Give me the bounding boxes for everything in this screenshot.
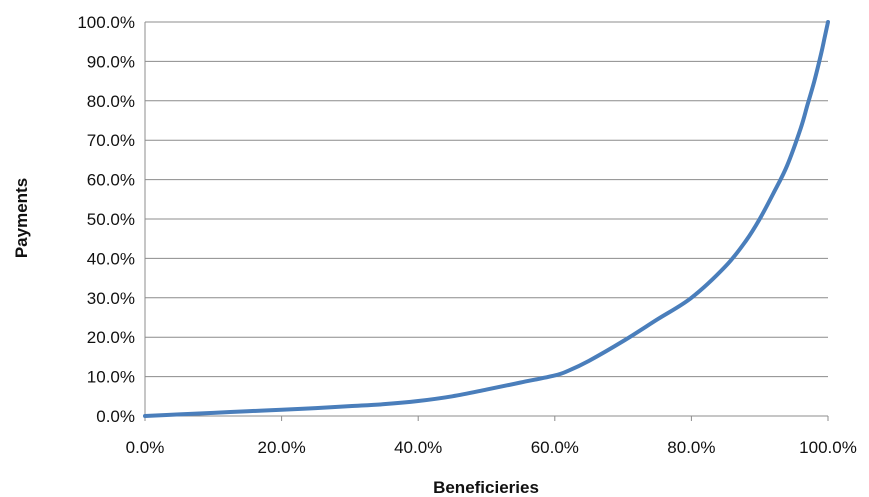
y-tick-label: 50.0% (87, 210, 135, 229)
x-tick-label: 0.0% (126, 438, 165, 457)
y-tick-label: 70.0% (87, 131, 135, 150)
y-axis-title: Payments (12, 178, 31, 258)
x-tick-label: 40.0% (394, 438, 442, 457)
y-tick-label: 20.0% (87, 328, 135, 347)
y-tick-label: 40.0% (87, 249, 135, 268)
x-tick-label: 100.0% (799, 438, 857, 457)
x-axis-title: Beneficieries (433, 478, 539, 497)
y-tick-label: 60.0% (87, 171, 135, 190)
x-tick-label: 60.0% (531, 438, 579, 457)
x-tick-label: 80.0% (667, 438, 715, 457)
y-tick-labels: 0.0% 10.0% 20.0% 30.0% 40.0% 50.0% 60.0% 70.0% 8… (77, 13, 135, 426)
series-line (143, 20, 830, 418)
y-tick-label: 30.0% (87, 289, 135, 308)
y-tick-label: 100.0% (77, 13, 135, 32)
axes (144, 22, 829, 421)
y-tick-label: 90.0% (87, 52, 135, 71)
x-tick-labels: 0.0% 20.0% 40.0% 60.0% 80.0% 100.0% (126, 438, 857, 457)
y-tick-label: 10.0% (87, 368, 135, 387)
x-tick-label: 20.0% (257, 438, 305, 457)
grid-lines (145, 21, 828, 378)
y-tick-label: 80.0% (87, 92, 135, 111)
y-tick-label: 0.0% (96, 407, 135, 426)
